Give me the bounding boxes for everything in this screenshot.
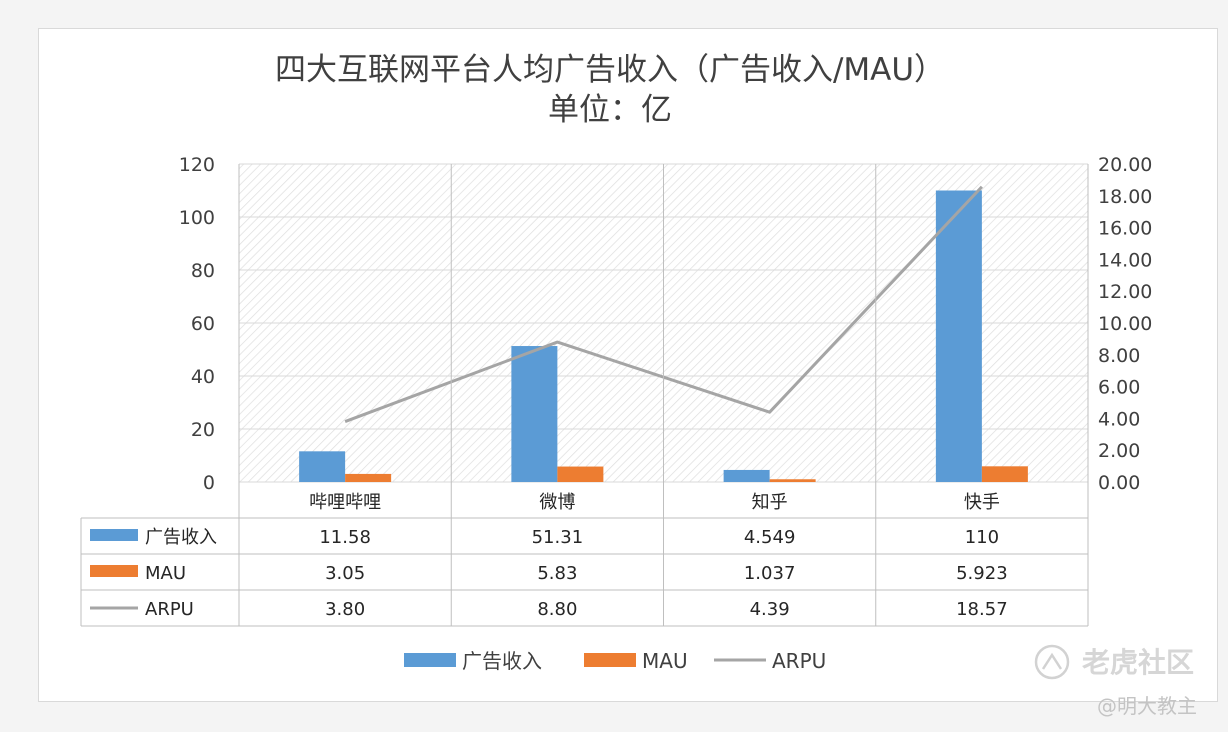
right-tick-label: 4.00 bbox=[1098, 408, 1140, 430]
category-label: 微博 bbox=[539, 492, 575, 513]
table-key-swatch bbox=[90, 565, 138, 577]
table-cell: 11.58 bbox=[319, 527, 371, 548]
legend-swatch bbox=[584, 653, 636, 667]
table-row-label: MAU bbox=[145, 563, 186, 584]
category-label: 快手 bbox=[964, 492, 1000, 513]
table-cell: 8.80 bbox=[537, 599, 577, 620]
table-row-label: ARPU bbox=[145, 599, 194, 620]
right-tick-label: 6.00 bbox=[1098, 377, 1140, 399]
bars bbox=[299, 190, 1028, 482]
category-label: 哔哩哔哩 bbox=[309, 492, 381, 513]
right-tick-label: 2.00 bbox=[1098, 440, 1140, 462]
table-cell: 18.57 bbox=[956, 599, 1008, 620]
table-cell: 3.80 bbox=[325, 599, 365, 620]
table-cell: 51.31 bbox=[532, 527, 584, 548]
left-tick-label: 100 bbox=[179, 207, 215, 229]
table-cell: 4.39 bbox=[750, 599, 790, 620]
left-tick-label: 60 bbox=[191, 313, 215, 335]
tiger-community-logo-icon bbox=[1034, 644, 1070, 680]
table-cell: 3.05 bbox=[325, 563, 365, 584]
table-key-swatch bbox=[90, 529, 138, 541]
right-tick-label: 8.00 bbox=[1098, 345, 1140, 367]
legend-label: 广告收入 bbox=[462, 649, 542, 673]
left-tick-label: 80 bbox=[191, 260, 215, 282]
table-cell: 110 bbox=[965, 527, 999, 548]
legend-swatch bbox=[404, 653, 456, 667]
bar-MAU-知乎 bbox=[769, 479, 816, 482]
left-axis: 0 20 40 60 80 100 120 bbox=[179, 154, 215, 494]
chart-title: 四大互联网平台人均广告收入（广告收入/MAU） bbox=[275, 52, 945, 88]
table-cell: 5.83 bbox=[537, 563, 577, 584]
right-tick-label: 0.00 bbox=[1098, 472, 1140, 494]
bar-广告收入-哔哩哔哩 bbox=[299, 451, 346, 482]
right-tick-label: 20.00 bbox=[1098, 154, 1152, 176]
bar-广告收入-知乎 bbox=[723, 469, 770, 482]
left-tick-label: 120 bbox=[179, 154, 215, 176]
chart-subtitle: 单位：亿 bbox=[548, 92, 672, 128]
table-row-label: 广告收入 bbox=[145, 527, 217, 548]
right-tick-label: 14.00 bbox=[1098, 249, 1152, 271]
legend-label: ARPU bbox=[772, 649, 826, 673]
bar-广告收入-快手 bbox=[935, 190, 982, 482]
watermark: 老虎社区 @明大教主 bbox=[1034, 644, 1197, 718]
watermark-sub: @明大教主 bbox=[1097, 694, 1197, 718]
bar-MAU-快手 bbox=[981, 466, 1028, 482]
legend-label: MAU bbox=[642, 649, 688, 673]
table-cell: 5.923 bbox=[956, 563, 1008, 584]
right-tick-label: 18.00 bbox=[1098, 186, 1152, 208]
right-tick-label: 10.00 bbox=[1098, 313, 1152, 335]
left-tick-label: 0 bbox=[203, 472, 215, 494]
bar-MAU-微博 bbox=[557, 466, 604, 482]
table-cell: 1.037 bbox=[744, 563, 796, 584]
legend: 广告收入 MAU ARPU bbox=[404, 649, 826, 673]
right-tick-label: 12.00 bbox=[1098, 281, 1152, 303]
left-tick-label: 40 bbox=[191, 366, 215, 388]
category-label: 知乎 bbox=[752, 492, 788, 513]
watermark-text: 老虎社区 bbox=[1082, 646, 1194, 679]
right-tick-label: 16.00 bbox=[1098, 218, 1152, 240]
left-tick-label: 20 bbox=[191, 419, 215, 441]
bar-MAU-哔哩哔哩 bbox=[345, 473, 392, 482]
bar-广告收入-微博 bbox=[511, 346, 558, 482]
table-cell: 4.549 bbox=[744, 527, 796, 548]
right-axis: 0.00 2.00 4.00 6.00 8.00 10.00 12.00 14.00 16.00… bbox=[1098, 154, 1152, 494]
